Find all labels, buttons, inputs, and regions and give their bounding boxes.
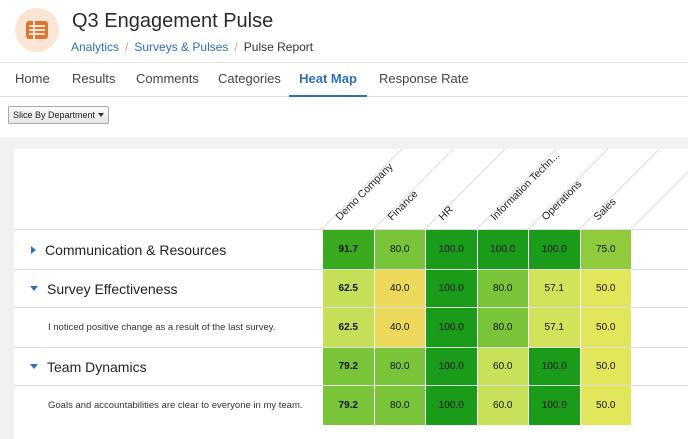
- header-divider-line: [424, 149, 506, 229]
- heatmap-cell[interactable]: 100.0: [528, 386, 580, 425]
- heatmap-cell[interactable]: 100.0: [528, 348, 580, 385]
- heatmap-cell[interactable]: 100.0: [425, 308, 477, 347]
- heatmap-cell[interactable]: 57.1: [528, 270, 580, 307]
- slice-by-department-dropdown[interactable]: Slice By Department: [8, 106, 110, 124]
- question-label: I noticed positive change as a result of…: [48, 322, 276, 333]
- row-label: Goals and accountabilities are clear to …: [14, 386, 303, 425]
- row-label: I noticed positive change as a result of…: [14, 308, 275, 347]
- category-row-team-dynamics[interactable]: Team Dynamics 79.2 80.0 100.0 60.0 100.0 50.0: [14, 347, 688, 385]
- heatmap-cell[interactable]: 80.0: [373, 230, 425, 269]
- header-diagonal-lines: [321, 149, 688, 229]
- heatmap-cell[interactable]: 80.0: [476, 308, 528, 347]
- caret-down-icon: [98, 113, 105, 117]
- row-label: Survey Effectiveness: [14, 270, 177, 307]
- heatmap-cell[interactable]: 100.0: [425, 230, 477, 269]
- tab-heat-map[interactable]: Heat Map: [289, 63, 367, 97]
- heatmap-cell[interactable]: 40.0: [373, 308, 425, 347]
- header-divider-line: [321, 149, 403, 229]
- heatmap-cell[interactable]: 50.0: [579, 386, 631, 425]
- heatmap-cell[interactable]: 62.5: [322, 308, 374, 347]
- heatmap-canvas: Demo Company Finance HR Information Techn..…: [0, 137, 688, 439]
- question-row: I noticed positive change as a result of…: [14, 307, 688, 347]
- header-divider-line: [630, 171, 688, 229]
- breadcrumb-current: Pulse Report: [243, 40, 314, 54]
- breadcrumb-surveys-pulses[interactable]: Surveys & Pulses: [134, 40, 229, 54]
- category-row-communication-resources[interactable]: Communication & Resources 91.7 80.0 100.0 10…: [14, 229, 688, 269]
- row-label: Team Dynamics: [14, 348, 147, 385]
- tab-home[interactable]: Home: [15, 71, 50, 86]
- heatmap-card: Demo Company Finance HR Information Techn..…: [14, 149, 688, 439]
- breadcrumb-analytics[interactable]: Analytics: [71, 40, 120, 54]
- header-divider-line: [476, 149, 557, 229]
- heatmap-cell[interactable]: 80.0: [476, 270, 528, 307]
- category-row-survey-effectiveness[interactable]: Survey Effectiveness 62.5 40.0 100.0 80.0 57.…: [14, 269, 688, 307]
- heatmap-cell[interactable]: 100.0: [425, 386, 477, 425]
- app-icon-badge: [15, 8, 59, 52]
- header-divider-line: [373, 149, 454, 229]
- question-label: Goals and accountabilities are clear to …: [48, 400, 303, 411]
- collapse-caret-icon[interactable]: [30, 286, 38, 291]
- category-label: Communication & Resources: [45, 241, 227, 258]
- expand-caret-icon[interactable]: [31, 245, 36, 254]
- header-divider-line: [527, 149, 609, 229]
- heatmap-cell[interactable]: 80.0: [373, 348, 425, 385]
- heatmap-cell[interactable]: 40.0: [373, 270, 425, 307]
- tab-comments[interactable]: Comments: [136, 71, 199, 86]
- heatmap-cell[interactable]: 60.0: [476, 348, 528, 385]
- report-header: Q3 Engagement Pulse Analytics / Surveys & …: [0, 0, 688, 62]
- category-label: Survey Effectiveness: [47, 280, 178, 297]
- toolbar: Slice By Department: [0, 97, 688, 137]
- category-label: Team Dynamics: [47, 358, 147, 375]
- heatmap-cell[interactable]: 79.2: [322, 348, 374, 385]
- heatmap-cell[interactable]: 91.7: [322, 230, 374, 269]
- heatmap-cell[interactable]: 100.0: [476, 230, 528, 269]
- heatmap-cell[interactable]: 100.0: [425, 270, 477, 307]
- slice-button-label: Slice By Department: [13, 110, 96, 120]
- heatmap-cell[interactable]: 75.0: [579, 230, 631, 269]
- heatmap-cell[interactable]: 50.0: [579, 270, 631, 307]
- tab-results[interactable]: Results: [72, 71, 116, 86]
- list-icon: [26, 21, 48, 39]
- breadcrumb: Analytics / Surveys & Pulses / Pulse Report: [71, 40, 314, 54]
- heatmap-cell[interactable]: 50.0: [579, 348, 631, 385]
- report-tabs: Home Results Comments Categories Heat Ma…: [0, 62, 688, 97]
- tab-categories[interactable]: Categories: [218, 71, 281, 86]
- question-row: Goals and accountabilities are clear to …: [14, 385, 688, 425]
- heatmap-cell[interactable]: 100.0: [425, 348, 477, 385]
- page-title: Q3 Engagement Pulse: [72, 10, 274, 32]
- tab-response-rate[interactable]: Response Rate: [379, 71, 469, 86]
- collapse-caret-icon[interactable]: [30, 364, 38, 369]
- heatmap-cell[interactable]: 62.5: [322, 270, 374, 307]
- heatmap-cell[interactable]: 50.0: [579, 308, 631, 347]
- heatmap-cell[interactable]: 60.0: [476, 386, 528, 425]
- heatmap-cell[interactable]: 80.0: [373, 386, 425, 425]
- heatmap-cell[interactable]: 79.2: [322, 386, 374, 425]
- row-label: Communication & Resources: [14, 230, 226, 269]
- heatmap-cell[interactable]: 57.1: [528, 308, 580, 347]
- heatmap-cell[interactable]: 100.0: [528, 230, 580, 269]
- column-header-row: Demo Company Finance HR Information Techn..…: [14, 149, 688, 229]
- header-divider-line: [579, 149, 660, 229]
